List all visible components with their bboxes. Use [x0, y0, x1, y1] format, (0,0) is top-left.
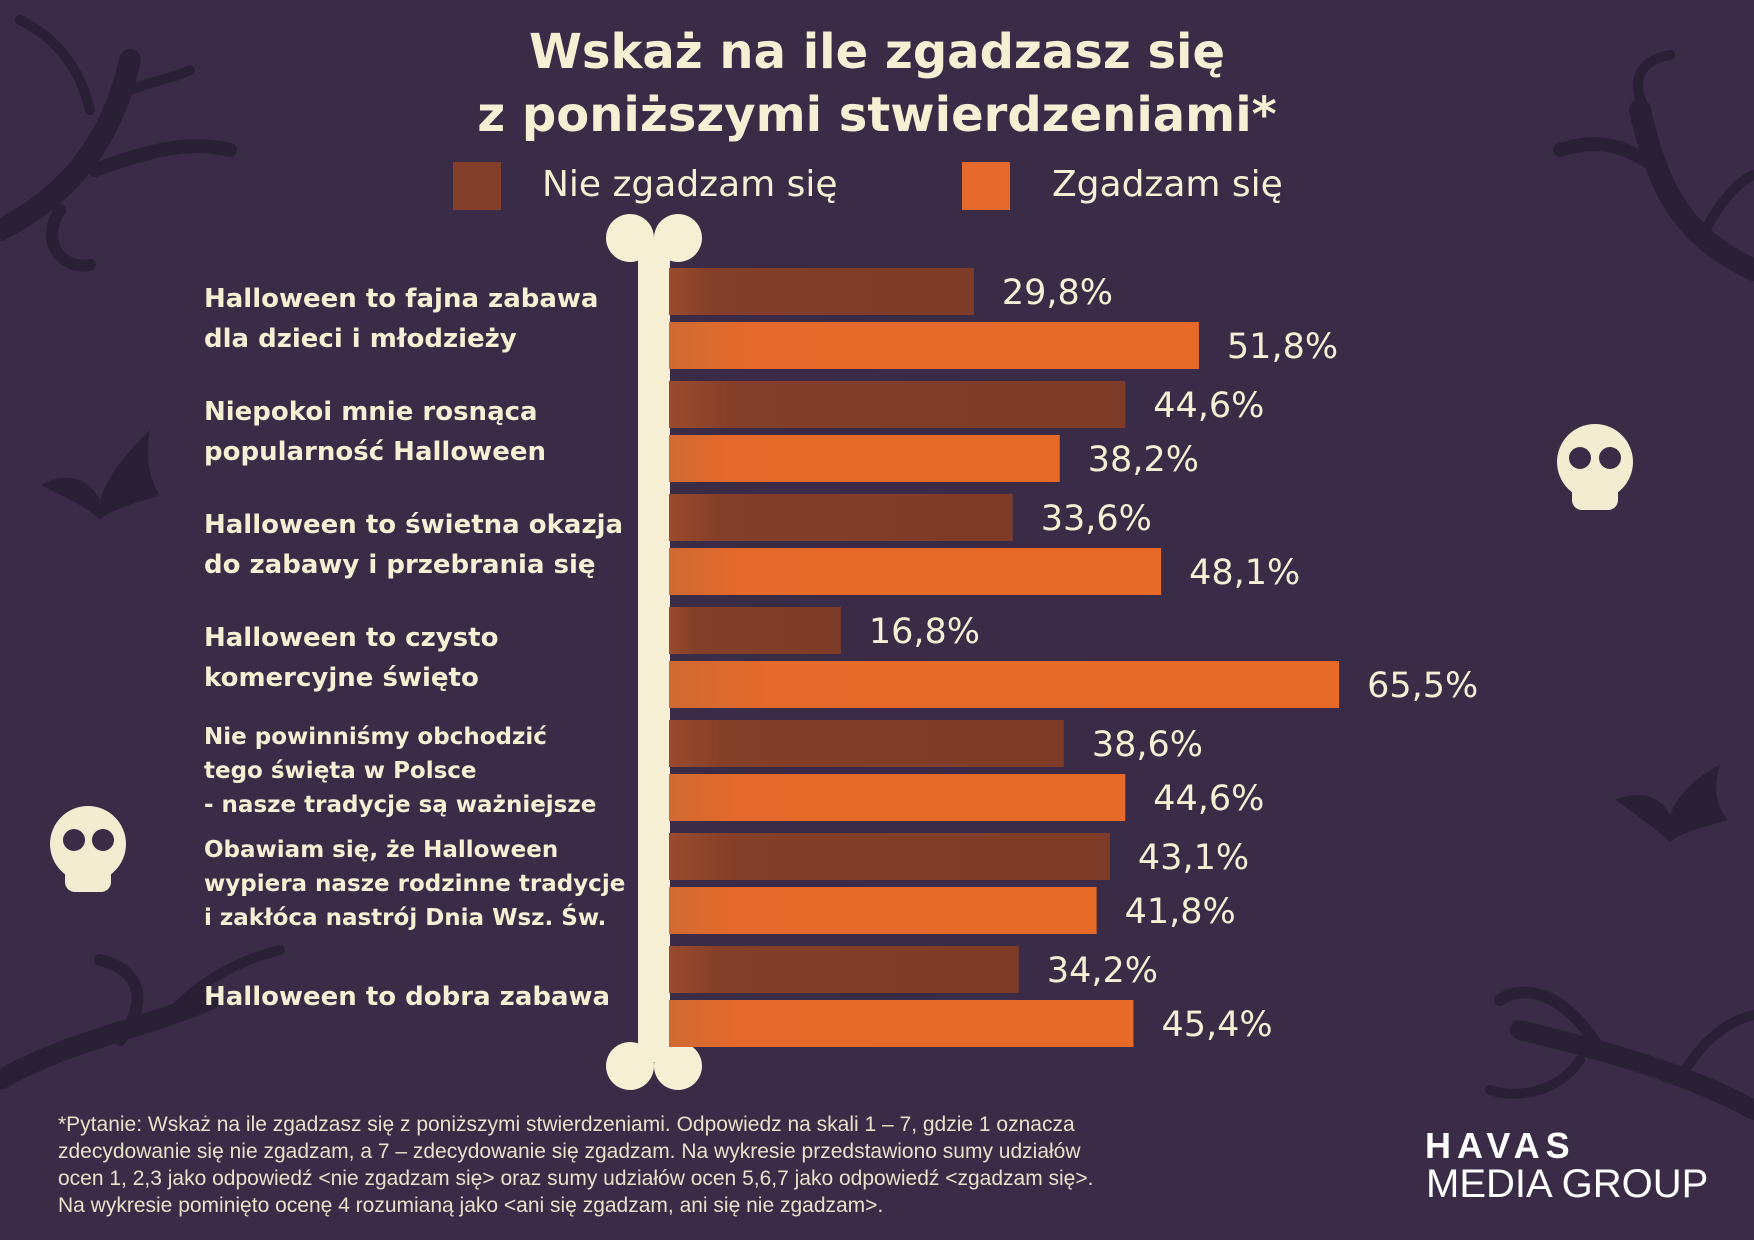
bar-disagree [669, 268, 974, 315]
value-label-disagree: 29,8% [1002, 273, 1113, 313]
footnote-line: Na wykresie pominięto ocenę 4 rozumianą … [58, 1194, 884, 1217]
bar-agree [669, 1000, 1134, 1047]
footnote-line: *Pytanie: Wskaż na ile zgadzasz się z po… [58, 1113, 1075, 1136]
value-label-agree: 41,8% [1125, 892, 1236, 932]
category-label: Halloween to świetna okazja do zabawy i p… [204, 505, 644, 585]
legend-swatch-disagree [453, 162, 501, 210]
value-label-disagree: 38,6% [1092, 725, 1203, 765]
value-label-agree: 38,2% [1088, 440, 1199, 480]
category-label: Niepokoi mnie rosnąca popularność Hallowe… [204, 392, 644, 472]
value-label-agree: 65,5% [1367, 666, 1478, 706]
bar-agree [669, 774, 1126, 821]
category-label: Nie powinniśmy obchodzić tego święta w Po… [204, 720, 644, 822]
legend-label-disagree: Nie zgadzam się [542, 164, 838, 205]
value-label-agree: 44,6% [1153, 779, 1264, 819]
bar-agree [669, 435, 1060, 482]
bar-disagree [669, 494, 1013, 541]
category-label-line: popularność Halloween [204, 436, 546, 467]
bar-agree [669, 322, 1199, 369]
bat-icon [40, 430, 1728, 842]
value-label-disagree: 33,6% [1041, 499, 1152, 539]
category-label-line: do zabawy i przebrania się [204, 549, 596, 580]
logo-media-group: MEDIA GROUP [1426, 1162, 1709, 1206]
value-label-disagree: 34,2% [1047, 951, 1158, 991]
value-label-disagree: 16,8% [869, 612, 980, 652]
bar-disagree [669, 381, 1126, 428]
chart-title-line-1: Wskaż na ile zgadzasz się [528, 24, 1226, 80]
footnote-line: ocen 1, 2,3 jako odpowiedź <nie zgadzam … [58, 1167, 1094, 1190]
category-label: Obawiam się, że Halloween wypiera nasze r… [204, 833, 644, 935]
footnote: *Pytanie: Wskaż na ile zgadzasz się z po… [58, 1111, 1298, 1219]
bar-agree [669, 661, 1340, 708]
bar-agree [669, 548, 1162, 595]
category-label-line: Halloween to fajna zabawa [204, 283, 599, 314]
category-label-line: i zakłóca nastrój Dnia Wsz. Św. [204, 904, 607, 931]
category-label: Halloween to fajna zabawa dla dzieci i mł… [204, 279, 644, 359]
category-label-line: tego święta w Polsce [204, 757, 477, 784]
branch-icon [0, 15, 1754, 1120]
category-label: Halloween to czysto komercyjne święto [204, 618, 644, 698]
category-label-line: Nie powinniśmy obchodzić [204, 723, 547, 750]
bar-disagree [669, 833, 1110, 880]
value-label-disagree: 43,1% [1138, 838, 1249, 878]
bar-disagree [669, 720, 1064, 767]
category-label-line: Halloween to świetna okazja [204, 509, 624, 540]
footnote-line: zdecydowanie się nie zgadzam, a 7 – zdec… [58, 1140, 1081, 1163]
category-label-line: Halloween to czysto [204, 622, 499, 653]
bar-disagree [669, 946, 1019, 993]
chart-title-line-2: z poniższymi stwierdzeniami* [477, 87, 1277, 143]
category-label-line: Obawiam się, że Halloween [204, 836, 559, 863]
value-label-agree: 45,4% [1161, 1005, 1272, 1045]
logo-havas: HAVAS [1425, 1125, 1576, 1166]
skull-icon [50, 424, 1633, 892]
category-label-line: - nasze tradycje są ważniejsze [204, 791, 597, 818]
value-label-disagree: 44,6% [1153, 386, 1264, 426]
category-label-line: dla dzieci i młodzieży [204, 323, 517, 354]
category-label-line: Niepokoi mnie rosnąca [204, 396, 538, 427]
category-label-line: wypiera nasze rodzinne tradycje [204, 870, 626, 897]
value-label-agree: 48,1% [1189, 553, 1300, 593]
value-label-agree: 51,8% [1227, 327, 1338, 367]
bar-agree [669, 887, 1097, 934]
category-label-line: Halloween to dobra zabawa [204, 981, 611, 1012]
category-label: Halloween to dobra zabawa [204, 977, 644, 1017]
legend-label-agree: Zgadzam się [1052, 164, 1283, 205]
bone-icon [606, 214, 702, 1090]
bar-disagree [669, 607, 841, 654]
category-label-line: komercyjne święto [204, 662, 479, 693]
legend-swatch-agree [962, 162, 1010, 210]
